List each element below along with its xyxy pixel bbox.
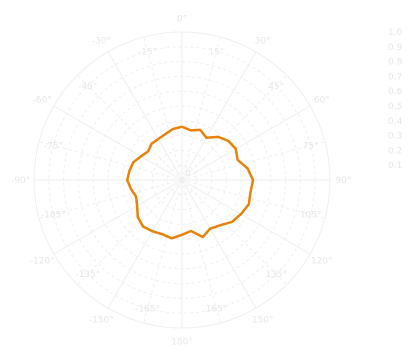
angular-tick-label: -60°: [33, 95, 52, 105]
angular-gridline: [181, 141, 326, 181]
angular-gridline: [107, 51, 183, 181]
radial-tick-label: 0.3: [388, 132, 402, 142]
angular-minor-tick-label: 75°: [303, 142, 319, 152]
angular-tick-label: 90°: [335, 176, 351, 186]
angular-gridline: [38, 141, 183, 181]
angular-tick-label: 0°: [177, 15, 187, 25]
angular-minor-tick-label: -105°: [41, 210, 66, 220]
angular-tick-label: -90°: [11, 176, 30, 186]
angular-gridline: [181, 179, 311, 255]
radial-tick-label: 0.6: [388, 87, 403, 97]
angular-gridline: [107, 179, 183, 309]
radial-tick-label: 0.9: [388, 43, 403, 53]
radial-tick-label: 0.4: [388, 117, 403, 127]
radial-tick-label: 0.7: [388, 72, 402, 82]
angular-gridline: [181, 105, 311, 181]
radial-tick-label: 1.0: [388, 28, 403, 38]
angular-gridline: [76, 74, 183, 181]
radial-tick-label: 0.2: [388, 146, 402, 156]
grid-layer: [33, 31, 331, 329]
angular-tick-label: -30°: [92, 36, 111, 46]
angular-minor-tick-label: 15°: [208, 47, 224, 57]
angular-gridline: [143, 36, 183, 181]
angular-minor-tick-label: 45°: [268, 82, 284, 92]
radial-tick-label: 0.5: [388, 102, 402, 112]
series-layer: [125, 125, 255, 240]
angular-tick-label: 120°: [311, 257, 333, 267]
angular-tick-label: -120°: [30, 257, 55, 267]
radial-tick-label: 0.8: [388, 58, 403, 68]
angular-gridline: [181, 179, 257, 309]
angular-gridline: [181, 179, 288, 286]
angular-tick-label: -150°: [89, 316, 114, 326]
angular-gridline: [181, 179, 221, 324]
angular-minor-tick-label: 165°: [206, 305, 228, 315]
angular-tick-label: 30°: [255, 36, 271, 46]
angular-gridline: [143, 179, 183, 324]
angular-minor-tick-label: -45°: [78, 82, 97, 92]
angular-minor-tick-label: 135°: [265, 270, 287, 280]
angular-minor-tick-label: -15°: [138, 47, 157, 57]
angular-gridline: [181, 179, 326, 219]
angular-minor-tick-label: -165°: [135, 305, 160, 315]
angular-gridline: [181, 51, 257, 181]
series-line: [125, 125, 255, 240]
angular-gridline: [38, 179, 183, 219]
radial-tick-label: 0.1: [388, 161, 402, 171]
angular-tick-label: 180°: [171, 337, 193, 347]
angular-minor-tick-label: -135°: [75, 270, 100, 280]
angular-minor-tick-label: -75°: [44, 142, 63, 152]
angular-gridline: [181, 36, 221, 181]
angular-tick-label: 60°: [314, 95, 330, 105]
radial-tick-label: 0: [185, 169, 191, 179]
angular-tick-label: 150°: [252, 316, 274, 326]
angular-minor-tick-label: 105°: [300, 210, 322, 220]
tick-labels: 0° 30° 60° 90° 120° 150° 180° -150° -120° -90° -60…: [11, 15, 403, 348]
angular-gridline: [76, 179, 183, 286]
angular-gridline: [181, 74, 288, 181]
angular-gridline: [53, 179, 183, 255]
angular-gridline: [53, 105, 183, 181]
